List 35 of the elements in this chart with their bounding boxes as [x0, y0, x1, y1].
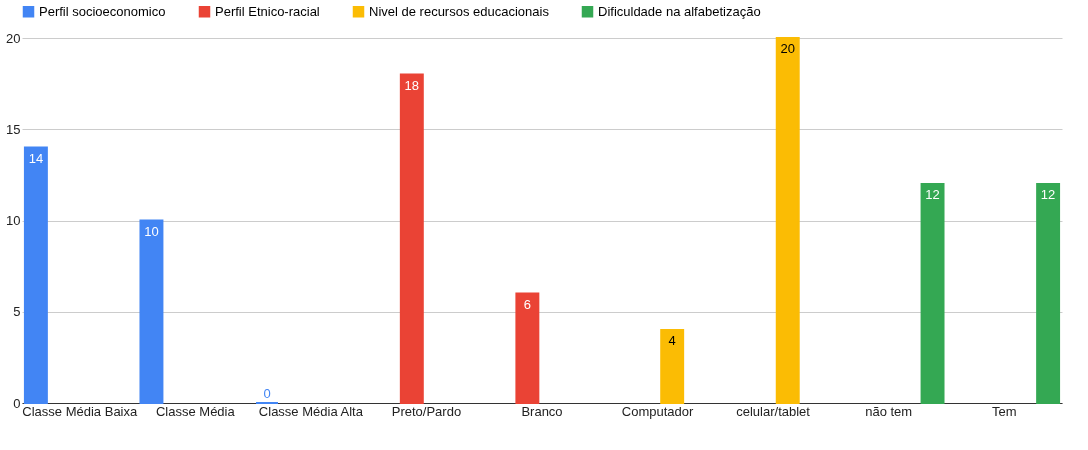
- bar: [139, 219, 164, 404]
- y-tick-label: 15: [6, 121, 21, 137]
- legend-label: Perfil socioeconomico: [39, 3, 166, 19]
- bar: [1036, 183, 1061, 404]
- bar: [23, 146, 48, 404]
- x-tick-label: Branco: [521, 403, 563, 419]
- x-tick-label: Classe Média: [155, 403, 236, 419]
- legend-label: Nivel de recursos educacionais: [369, 3, 550, 19]
- x-tick-label: Classe Média Baixa: [22, 403, 138, 419]
- data-label: 12: [1040, 187, 1056, 202]
- bar: [920, 183, 945, 404]
- data-label: 20: [780, 41, 795, 56]
- y-tick-label: 0: [13, 395, 21, 411]
- data-label: 4: [668, 333, 676, 348]
- data-label: 6: [523, 296, 531, 312]
- y-tick-label: 10: [6, 213, 21, 228]
- legend-label: Dificuldade na alfabetização: [598, 3, 761, 19]
- bar: [775, 37, 800, 404]
- data-label: 12: [925, 187, 940, 202]
- x-tick-label: Classe Média Alta: [258, 403, 364, 419]
- x-tick-label: não tem: [865, 403, 913, 419]
- bar: [399, 73, 424, 404]
- x-tick-label: Tem: [991, 403, 1017, 419]
- x-tick-label: celular/tablet: [736, 403, 811, 419]
- data-label: 0: [263, 386, 271, 401]
- y-tick-label: 20: [6, 30, 21, 46]
- bar: [515, 292, 540, 404]
- x-tick-label: Computador: [621, 403, 694, 419]
- bar: [660, 329, 685, 404]
- data-label: 14: [28, 150, 44, 166]
- data-label: 10: [144, 223, 159, 239]
- x-tick-label: Preto/Pardo: [391, 403, 462, 419]
- y-tick-label: 5: [13, 304, 21, 320]
- data-label: 18: [404, 77, 420, 93]
- legend-label: Perfil Etnico-racial: [215, 3, 320, 19]
